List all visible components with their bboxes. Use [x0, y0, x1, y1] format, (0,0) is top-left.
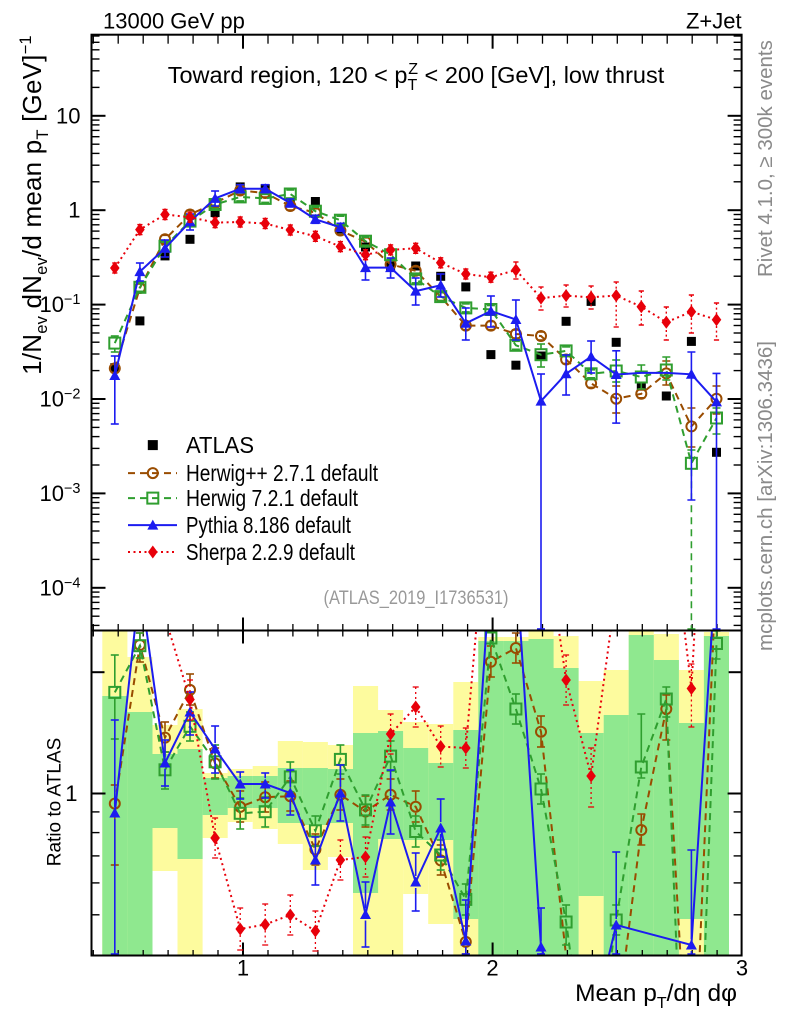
svg-text:ATLAS: ATLAS: [186, 432, 254, 458]
svg-text:1: 1: [68, 198, 80, 223]
svg-text:1: 1: [237, 956, 249, 981]
svg-text:mcplots.cern.ch [arXiv:1306.34: mcplots.cern.ch [arXiv:1306.3436]: [754, 341, 777, 651]
svg-text:Herwig 7.2.1 default: Herwig 7.2.1 default: [186, 485, 359, 511]
svg-text:Mean pT/dη dφ: Mean pT/dη dφ: [575, 980, 737, 1012]
svg-text:Rivet 4.1.0, ≥ 300k events: Rivet 4.1.0, ≥ 300k events: [754, 40, 777, 277]
svg-text:Ratio to ATLAS: Ratio to ATLAS: [45, 738, 66, 867]
svg-text:1: 1: [65, 781, 77, 806]
svg-text:Sherpa 2.2.9 default: Sherpa 2.2.9 default: [186, 539, 355, 565]
svg-text:Z+Jet: Z+Jet: [686, 9, 742, 34]
svg-text:13000 GeV pp: 13000 GeV pp: [103, 9, 245, 34]
svg-text:(ATLAS_2019_I1736531): (ATLAS_2019_I1736531): [324, 588, 509, 609]
svg-text:Toward region, 120 < pTZ < 200: Toward region, 120 < pTZ < 200 [GeV], lo…: [168, 61, 665, 94]
svg-text:2: 2: [486, 956, 498, 981]
svg-text:3: 3: [736, 956, 748, 981]
svg-text:Herwig++ 2.7.1 default: Herwig++ 2.7.1 default: [186, 460, 378, 486]
svg-text:10: 10: [56, 103, 80, 128]
svg-text:Pythia 8.186 default: Pythia 8.186 default: [186, 512, 351, 538]
